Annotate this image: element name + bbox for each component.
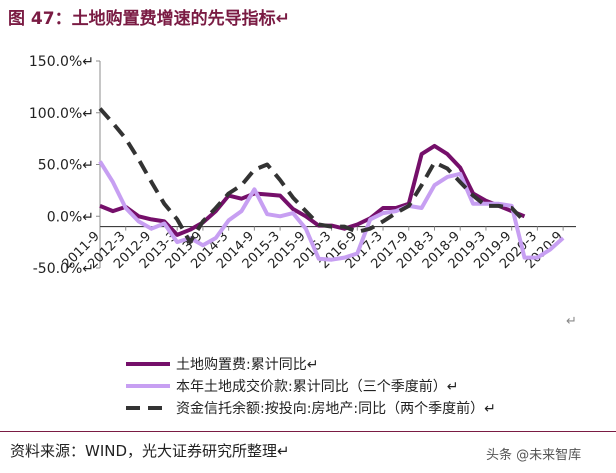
figure-title: 图 47：土地购置费增速的先导指标↵ <box>8 9 290 29</box>
legend-label-2: 本年土地成交价款:累计同比（三个季度前）↵ <box>176 378 458 395</box>
y-tick-label: -50.0%↵ <box>33 261 94 277</box>
x-axis: 2011-92012-32012-92013-32013-92014-32014… <box>60 226 576 272</box>
series-line-3 <box>98 107 526 245</box>
source-divider <box>0 431 616 432</box>
y-tick-label: 0.0%↵ <box>47 209 94 225</box>
legend: 土地购置费:累计同比↵ 本年土地成交价款:累计同比（三个季度前）↵ 资金信托余额:按… <box>126 357 496 417</box>
source-note: 资料来源：WIND，光大证券研究所整理↵ <box>10 442 290 460</box>
series-line-1 <box>99 143 526 237</box>
y-tick-label: 150.0%↵ <box>29 54 94 70</box>
y-tick-label: 100.0%↵ <box>29 106 94 122</box>
line-chart: 150.0%↵ 100.0%↵ 50.0%↵ 0.0%↵ -50.0%↵ 2011-92… <box>29 54 577 417</box>
watermark-text: 头条 @未来智库 <box>486 448 582 463</box>
legend-label-3: 资金信托余额:按投向:房地产:同比（两个季度前）↵ <box>176 400 496 417</box>
corner-return-mark: ↵ <box>566 314 577 329</box>
series-line-2 <box>98 160 565 262</box>
y-axis: 150.0%↵ 100.0%↵ 50.0%↵ 0.0%↵ -50.0%↵ <box>29 54 101 277</box>
y-tick-label: 50.0%↵ <box>38 158 94 174</box>
legend-label-1: 土地购置费:累计同比↵ <box>176 357 318 373</box>
plot-lines <box>98 107 565 262</box>
